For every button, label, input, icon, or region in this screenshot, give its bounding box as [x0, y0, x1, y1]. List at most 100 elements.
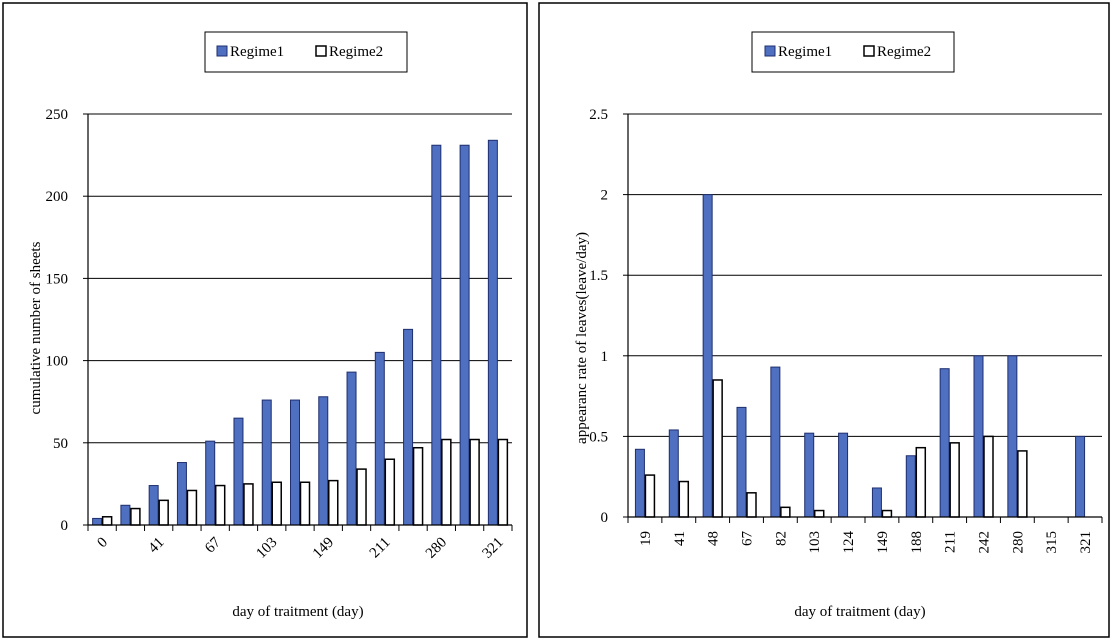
bar-regime2	[271, 481, 282, 526]
y-tick-label: 2	[601, 188, 609, 204]
x-tick-label: 188	[909, 531, 925, 554]
bar-regime1	[1075, 435, 1086, 518]
bar-regime2	[299, 481, 311, 526]
leaf-appearance-rate-chart: Regime1 Regime2 00.511.522.5 19 41 48 67 82 1…	[538, 2, 1110, 638]
y-tick-label: 50	[53, 436, 68, 452]
bar-regime2	[158, 499, 169, 526]
bars	[92, 139, 509, 526]
x-tick-label: 124	[841, 531, 857, 554]
x-tick-labels: 19 41 48 67 82 103 124 149 188 211 242 280 315 321	[638, 531, 1094, 554]
x-axis-label: day of traitment (day)	[794, 604, 925, 620]
bar-regime2	[780, 506, 791, 518]
bar-regime1	[634, 448, 645, 518]
legend-label-regime2: Regime2	[329, 44, 383, 60]
bar-regime1	[318, 396, 329, 526]
bar-regime2	[243, 483, 254, 526]
legend-swatch-regime1	[216, 45, 228, 57]
legend-box	[204, 31, 408, 73]
x-tick-label: 82	[773, 531, 789, 546]
bar-regime2	[746, 492, 757, 518]
bar-regime1	[92, 517, 103, 526]
y-tick-labels: 0 50 100 150 200 250	[46, 107, 69, 534]
bars	[634, 194, 1086, 518]
x-tick-label: 149	[875, 531, 891, 554]
bar-regime1	[736, 406, 747, 518]
bar-regime2	[130, 507, 141, 526]
x-tick-label: 211	[943, 531, 959, 553]
legend-swatch-regime2	[863, 45, 875, 57]
chart-frame	[538, 2, 1110, 638]
y-tick-label: 250	[46, 107, 69, 123]
x-tick-label: 48	[706, 531, 722, 546]
y-tick-label: 1.5	[589, 268, 608, 284]
bar-regime2	[101, 516, 113, 526]
legend-swatch-regime2	[315, 45, 327, 57]
bar-regime1	[120, 504, 131, 526]
legend: Regime1 Regime2	[204, 31, 408, 73]
bar-regime2	[949, 442, 960, 518]
bar-regime2	[644, 474, 656, 518]
bar-regime1	[459, 144, 470, 526]
bar-regime2	[813, 509, 825, 518]
bar-regime1	[176, 462, 187, 526]
y-axis-label: cumulative number of sheets	[28, 241, 44, 414]
y-axis-label: appearanc rate of leaves(leave/day)	[574, 232, 590, 444]
bar-regime1	[346, 371, 357, 526]
legend-label-regime1: Regime1	[230, 44, 284, 60]
x-tick-label: 315	[1044, 531, 1060, 554]
y-tick-label: 0	[601, 510, 609, 526]
x-tick-label: 19	[638, 531, 654, 546]
bar-regime2	[186, 489, 198, 526]
legend-label-regime1: Regime1	[778, 44, 832, 60]
bar-regime1	[1007, 355, 1018, 518]
bar-regime1	[403, 328, 414, 526]
bar-regime2	[915, 446, 927, 518]
bar-regime2	[497, 438, 509, 526]
y-tick-label: 100	[46, 354, 69, 370]
bar-regime2	[712, 379, 723, 518]
x-tick-label: 67	[740, 531, 756, 547]
y-tick-label: 1	[601, 349, 609, 365]
bar-regime1	[487, 139, 498, 526]
bar-regime2	[384, 458, 396, 526]
bar-regime1	[148, 485, 159, 526]
x-axis-label: day of traitment (day)	[232, 604, 363, 620]
bar-regime1	[939, 368, 950, 518]
bar-regime1	[702, 194, 713, 518]
bar-regime1	[804, 432, 815, 518]
axes	[623, 113, 1103, 523]
bar-regime2	[412, 446, 424, 526]
bar-regime2	[214, 484, 226, 526]
bar-regime2	[881, 509, 893, 518]
x-tick-label: 280	[1010, 531, 1026, 554]
bar-regime1	[233, 417, 244, 526]
y-tick-label: 200	[46, 189, 69, 205]
y-tick-label: 0.5	[589, 429, 608, 445]
bar-regime1	[290, 399, 300, 526]
bar-regime1	[871, 487, 882, 518]
legend-box	[751, 31, 955, 73]
bar-regime1	[205, 440, 216, 526]
bar-regime2	[1017, 450, 1028, 518]
bar-regime1	[973, 355, 984, 518]
y-tick-label: 150	[46, 271, 69, 287]
bar-regime2	[441, 438, 452, 526]
bar-regime2	[328, 479, 339, 526]
legend-swatch-regime1	[764, 45, 776, 57]
legend-label-regime2: Regime2	[877, 44, 931, 60]
bar-regime2	[678, 480, 690, 518]
bar-regime1	[838, 432, 849, 518]
bar-regime2	[469, 438, 480, 526]
bar-regime2	[356, 468, 367, 526]
x-tick-label: 321	[1078, 531, 1094, 554]
bar-regime1	[905, 455, 916, 518]
bar-regime1	[374, 351, 385, 526]
y-tick-label: 2.5	[589, 107, 608, 123]
legend: Regime1 Regime2	[751, 31, 955, 73]
bar-regime1	[668, 429, 679, 518]
bar-regime1	[261, 399, 272, 526]
y-tick-label: 0	[61, 518, 69, 534]
x-tick-label: 242	[977, 531, 993, 554]
bar-regime1	[770, 366, 781, 518]
